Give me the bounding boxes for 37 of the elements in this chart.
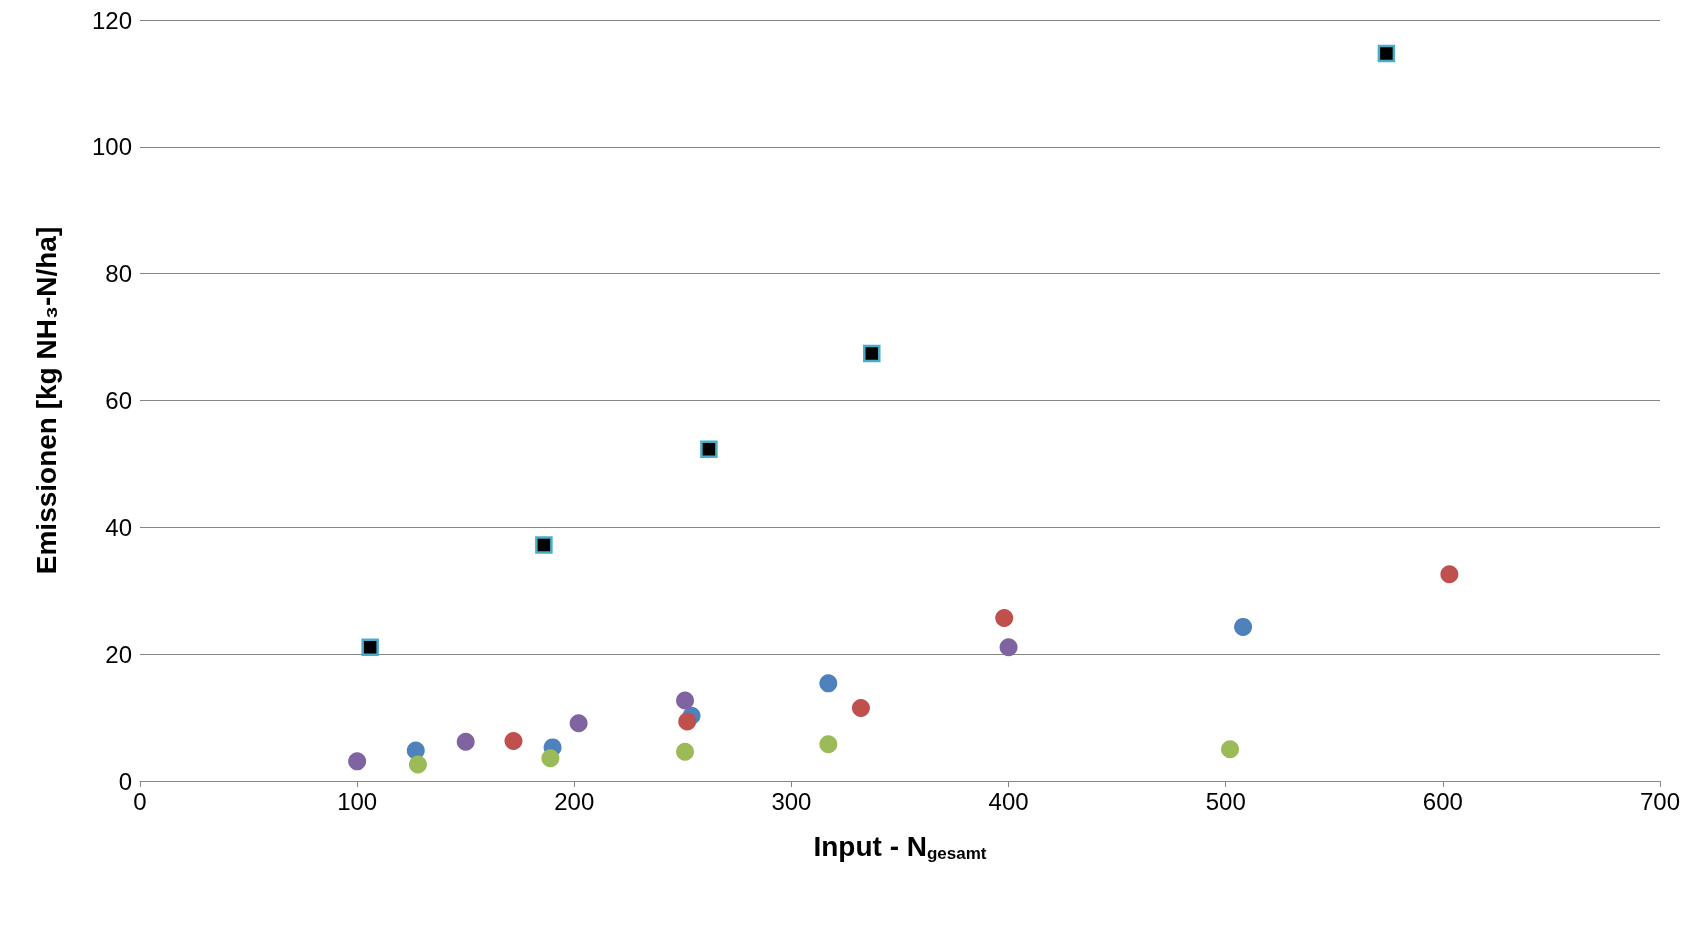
point: [678, 712, 697, 731]
point: [1234, 617, 1253, 636]
point: [1377, 44, 1396, 63]
point: [676, 691, 695, 710]
x-tick-label: 600: [1422, 787, 1463, 815]
point: [535, 536, 553, 554]
y-tick-label: 60: [105, 387, 132, 414]
point: [408, 755, 427, 774]
point: [456, 732, 475, 751]
y-axis-title: Emissionen [kg NH₃-N/ha]: [30, 226, 62, 575]
point: [700, 440, 718, 459]
y-tick-label: 80: [105, 260, 132, 288]
y-tick-label: 0: [118, 767, 132, 795]
x-tick-label: 400: [988, 787, 1029, 815]
point: [361, 638, 379, 656]
point: [348, 752, 367, 771]
x-tick-label: 200: [554, 787, 595, 815]
point: [863, 344, 881, 363]
point: [569, 714, 588, 733]
y-tick-label: 20: [105, 640, 132, 668]
point: [819, 674, 838, 693]
point: [541, 749, 560, 768]
x-tick-label: 500: [1205, 787, 1246, 815]
x-tick-label: 300: [771, 787, 812, 815]
point: [1221, 740, 1240, 759]
y-tick-label: 120: [91, 6, 132, 34]
y-tick-label: 40: [105, 513, 132, 541]
y-tick-label: 100: [91, 133, 132, 161]
point: [819, 735, 838, 754]
x-tick-label: 700: [1639, 787, 1681, 815]
point: [995, 609, 1014, 628]
point: [851, 699, 870, 718]
point: [999, 638, 1018, 657]
point: [1440, 565, 1459, 584]
point: [676, 742, 695, 761]
point: [504, 732, 523, 751]
x-tick-label: 100: [337, 787, 378, 815]
